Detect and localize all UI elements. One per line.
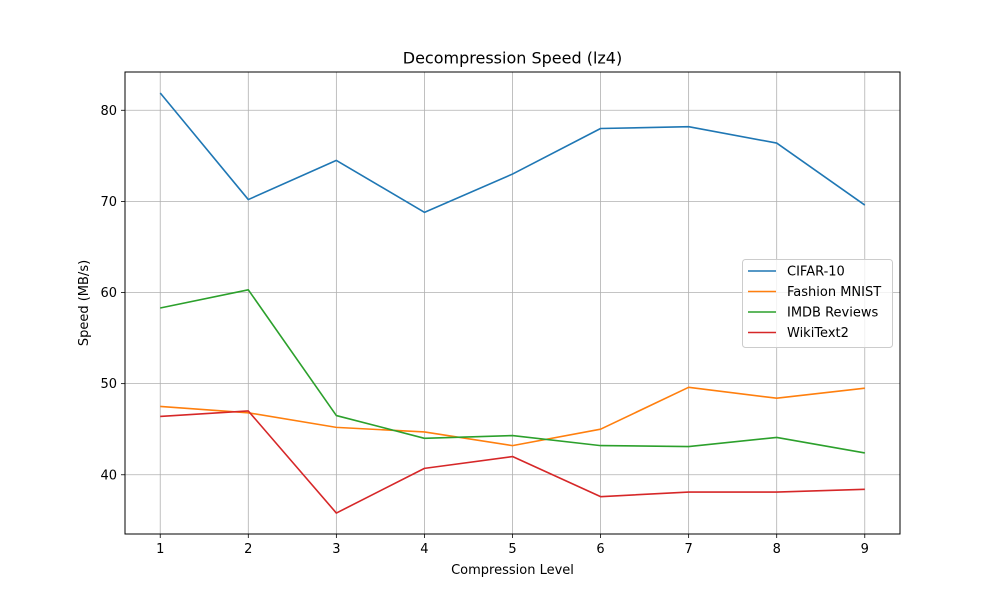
legend-label-1: CIFAR-10 <box>787 265 845 280</box>
x-tick-label: 5 <box>508 542 516 557</box>
x-tick-label: 1 <box>156 542 164 557</box>
y-axis-label: Speed (MB/s) <box>77 260 92 346</box>
x-axis-ticks: 1 2 3 4 5 6 7 8 9 <box>156 534 869 557</box>
x-tick-label: 4 <box>420 542 428 557</box>
chart-title: Decompression Speed (lz4) <box>403 49 622 68</box>
y-axis-ticks: 40 50 60 70 80 <box>100 104 125 483</box>
y-tick-label: 50 <box>100 377 117 392</box>
series-line-4 <box>160 410 865 514</box>
y-tick-label: 40 <box>100 468 117 483</box>
y-tick-label: 60 <box>100 286 117 301</box>
legend-label-2: Fashion MNIST <box>787 285 881 300</box>
series-lines <box>159 92 866 514</box>
legend-label-3: IMDB Reviews <box>787 306 878 321</box>
legend-box <box>742 259 893 348</box>
x-tick-label: 8 <box>773 542 781 557</box>
series-line-3 <box>160 288 865 454</box>
grid-lines <box>125 72 900 534</box>
x-tick-label: 6 <box>596 542 604 557</box>
series-line-1 <box>159 92 866 214</box>
y-tick-label: 80 <box>100 104 117 119</box>
x-tick-label: 3 <box>332 542 340 557</box>
y-tick-label: 70 <box>100 195 117 210</box>
x-tick-label: 2 <box>244 542 252 557</box>
x-tick-label: 7 <box>684 542 692 557</box>
legend-label-4: WikiText2 <box>787 326 849 341</box>
x-tick-label: 9 <box>861 542 869 557</box>
legend: CIFAR-10 Fashion MNIST IMDB Reviews WikiTex… <box>742 259 893 348</box>
x-axis-label: Compression Level <box>451 563 574 578</box>
series-line-2 <box>160 386 865 447</box>
